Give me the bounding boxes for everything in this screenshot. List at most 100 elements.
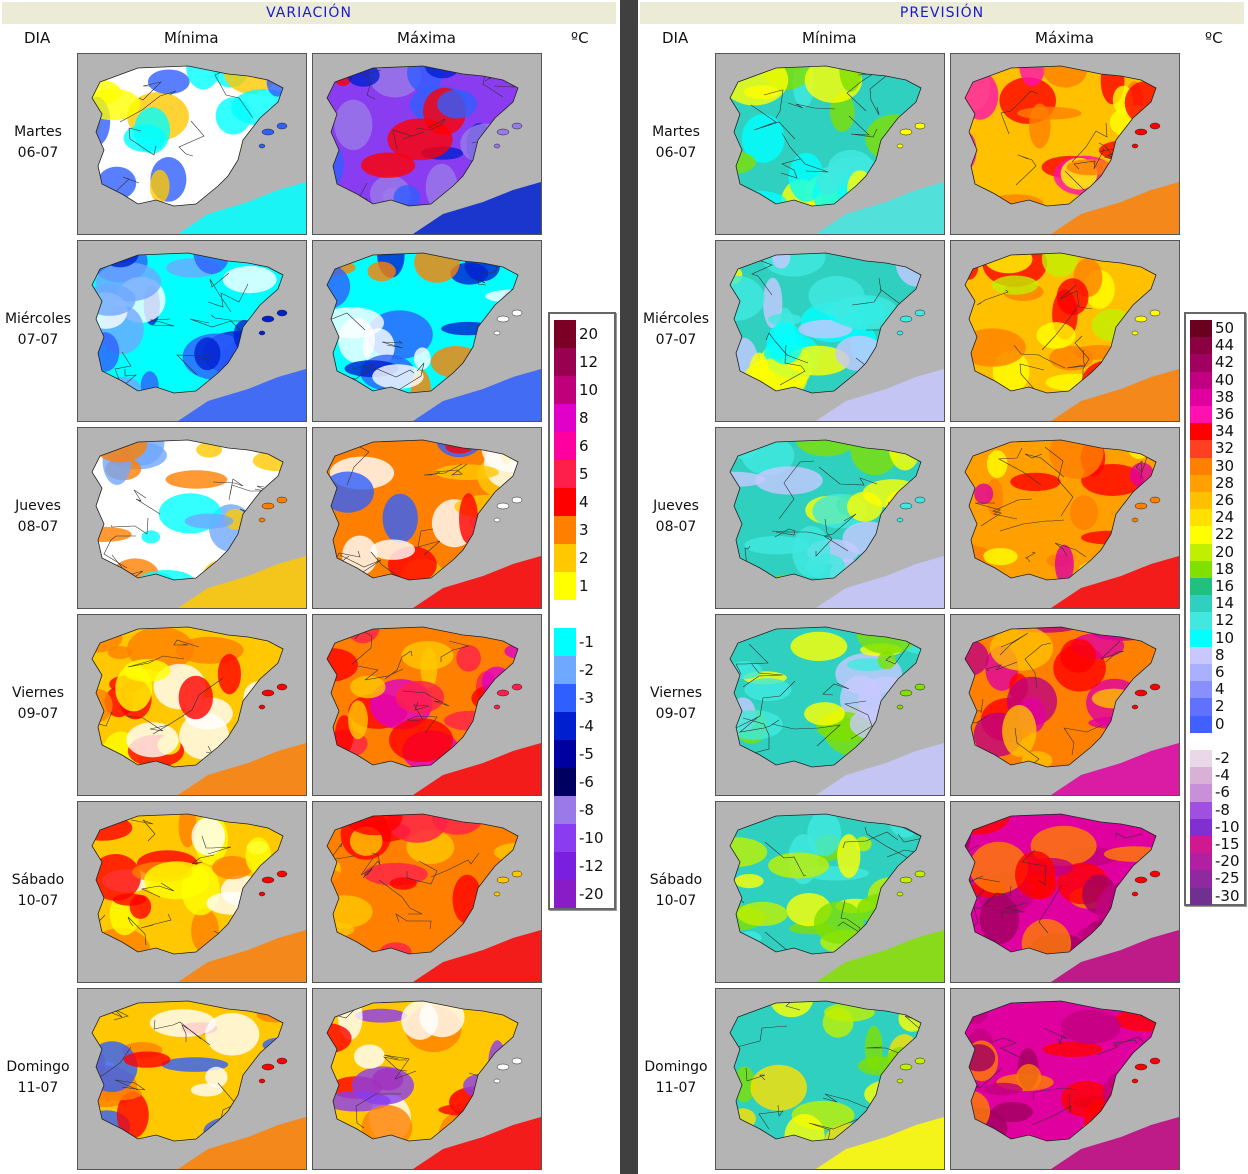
province-border — [771, 723, 841, 747]
legend-label: -4 — [579, 716, 594, 735]
coastline — [964, 65, 1157, 207]
value-area — [744, 678, 792, 702]
africa-region — [816, 1117, 944, 1169]
var-max-map — [312, 53, 542, 235]
balearic-island — [896, 517, 904, 523]
legend-swatch — [1190, 543, 1212, 561]
var-min-map — [77, 240, 307, 422]
value-area — [807, 814, 842, 857]
day-name: Sábado — [11, 872, 65, 888]
legend-entry: 12 — [1190, 612, 1234, 630]
value-area — [389, 877, 417, 890]
legend-swatch — [554, 852, 576, 880]
value-area — [766, 322, 803, 365]
balearic-island — [899, 128, 913, 136]
legend-swatch — [554, 516, 576, 544]
legend-entry: -6 — [1190, 784, 1230, 802]
value-area — [395, 680, 445, 714]
legend-entry: -5 — [554, 740, 594, 768]
legend-label: 6 — [1215, 663, 1225, 682]
legend-label: 50 — [1215, 319, 1235, 338]
day-name: Sábado — [649, 872, 703, 888]
balearic-island — [258, 704, 266, 710]
balearic-island — [496, 502, 510, 510]
province-border — [971, 885, 1012, 910]
value-area — [361, 152, 416, 178]
legend-label: 34 — [1215, 422, 1235, 441]
day-date: 11-07 — [655, 1080, 697, 1096]
province-border — [976, 289, 1009, 306]
legend-swatch — [554, 488, 576, 516]
day-name: Domingo — [6, 1059, 70, 1075]
legend-swatch — [1190, 406, 1212, 424]
value-area — [401, 641, 454, 670]
value-area — [1021, 919, 1072, 954]
coastline — [729, 65, 922, 207]
legend-label: -1 — [579, 632, 594, 651]
legend-swatch — [554, 404, 576, 432]
value-area — [414, 253, 460, 283]
province-border — [176, 354, 213, 376]
balearic-island — [258, 330, 266, 336]
legend-entry: -8 — [554, 796, 594, 824]
balearic-island — [511, 309, 523, 317]
day-label: Sábado 10-07 — [638, 870, 714, 912]
legend-entry: 3 — [554, 516, 589, 544]
legend-swatch — [1190, 887, 1212, 905]
value-area — [144, 861, 210, 900]
province-border — [430, 852, 480, 878]
province-border — [402, 690, 450, 707]
legend-entry: 50 — [1190, 319, 1235, 338]
province-border — [434, 463, 468, 476]
value-area — [350, 675, 386, 699]
day-name: Miércoles — [642, 311, 710, 327]
balearic-island — [1134, 502, 1148, 510]
day-date: 09-07 — [17, 706, 59, 722]
balearic-island — [261, 1063, 275, 1071]
legend-entry: -10 — [554, 824, 604, 852]
legend-entry: -15 — [1190, 836, 1240, 854]
column-header-maxima: Máxima — [1035, 29, 1094, 47]
var-max-map — [312, 801, 542, 983]
legend-swatch — [554, 320, 576, 348]
variacion-panel: VARIACIÓN DIA Mínima Máxima ºC Martes 06-… — [0, 0, 620, 1174]
value-area — [832, 295, 899, 330]
value-area — [979, 894, 1020, 945]
legend-swatch — [554, 572, 576, 600]
legend-entry: 10 — [554, 376, 598, 404]
value-area — [413, 347, 431, 370]
value-area — [437, 89, 477, 119]
africa-region — [413, 556, 541, 608]
legend-entry: 8 — [1190, 646, 1225, 664]
legend-swatch — [554, 768, 576, 796]
legend-swatch — [1190, 337, 1212, 355]
province-border — [417, 528, 441, 556]
legend-entry — [554, 600, 579, 628]
legend-label: 3 — [579, 520, 589, 539]
value-area — [983, 1082, 1023, 1096]
province-border — [1135, 456, 1148, 479]
legend-swatch — [1190, 423, 1212, 441]
legend-swatch — [554, 460, 576, 488]
column-header-maxima: Máxima — [397, 29, 456, 47]
legend-entry: -8 — [1190, 801, 1230, 819]
balearic-island — [899, 1063, 913, 1071]
province-border — [1041, 304, 1079, 351]
pre-max-map — [950, 801, 1180, 983]
value-area — [334, 99, 373, 150]
province-border — [730, 888, 745, 904]
var-min-map — [77, 427, 307, 609]
province-border — [1063, 724, 1103, 756]
pre-min-map — [715, 427, 945, 609]
province-border — [140, 913, 172, 929]
balearic-island — [1134, 315, 1148, 323]
legend-entry: 14 — [1190, 595, 1234, 613]
province-border — [1066, 349, 1086, 369]
africa-region — [816, 556, 944, 608]
legend-label: 44 — [1215, 336, 1235, 355]
legend-swatch — [1190, 818, 1212, 836]
value-area — [382, 493, 418, 543]
legend-label: 20 — [579, 324, 599, 343]
legend-swatch — [554, 796, 576, 824]
value-area — [252, 450, 283, 472]
